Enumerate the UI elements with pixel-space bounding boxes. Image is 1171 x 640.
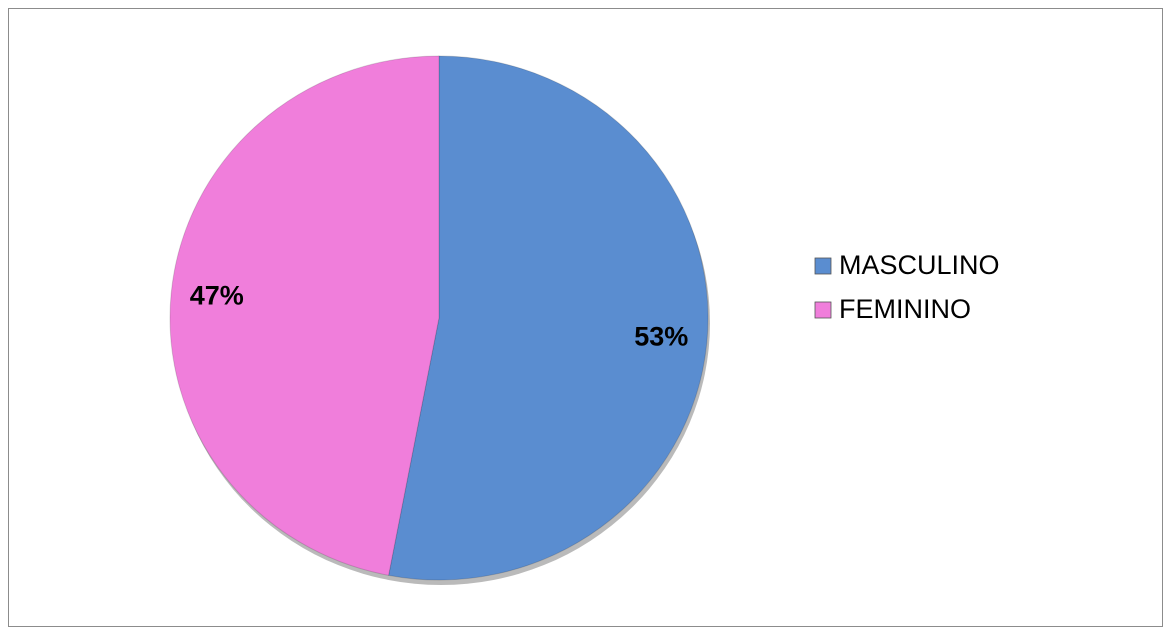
pie-slice — [388, 55, 709, 581]
legend-label: MASCULINO — [839, 250, 1000, 280]
legend-swatch — [814, 257, 832, 275]
data-label: 47% — [190, 281, 244, 311]
data-label: 53% — [634, 322, 688, 352]
legend-label: FEMININO — [839, 294, 971, 324]
pie-slice — [169, 55, 440, 576]
legend-swatch — [814, 301, 832, 319]
